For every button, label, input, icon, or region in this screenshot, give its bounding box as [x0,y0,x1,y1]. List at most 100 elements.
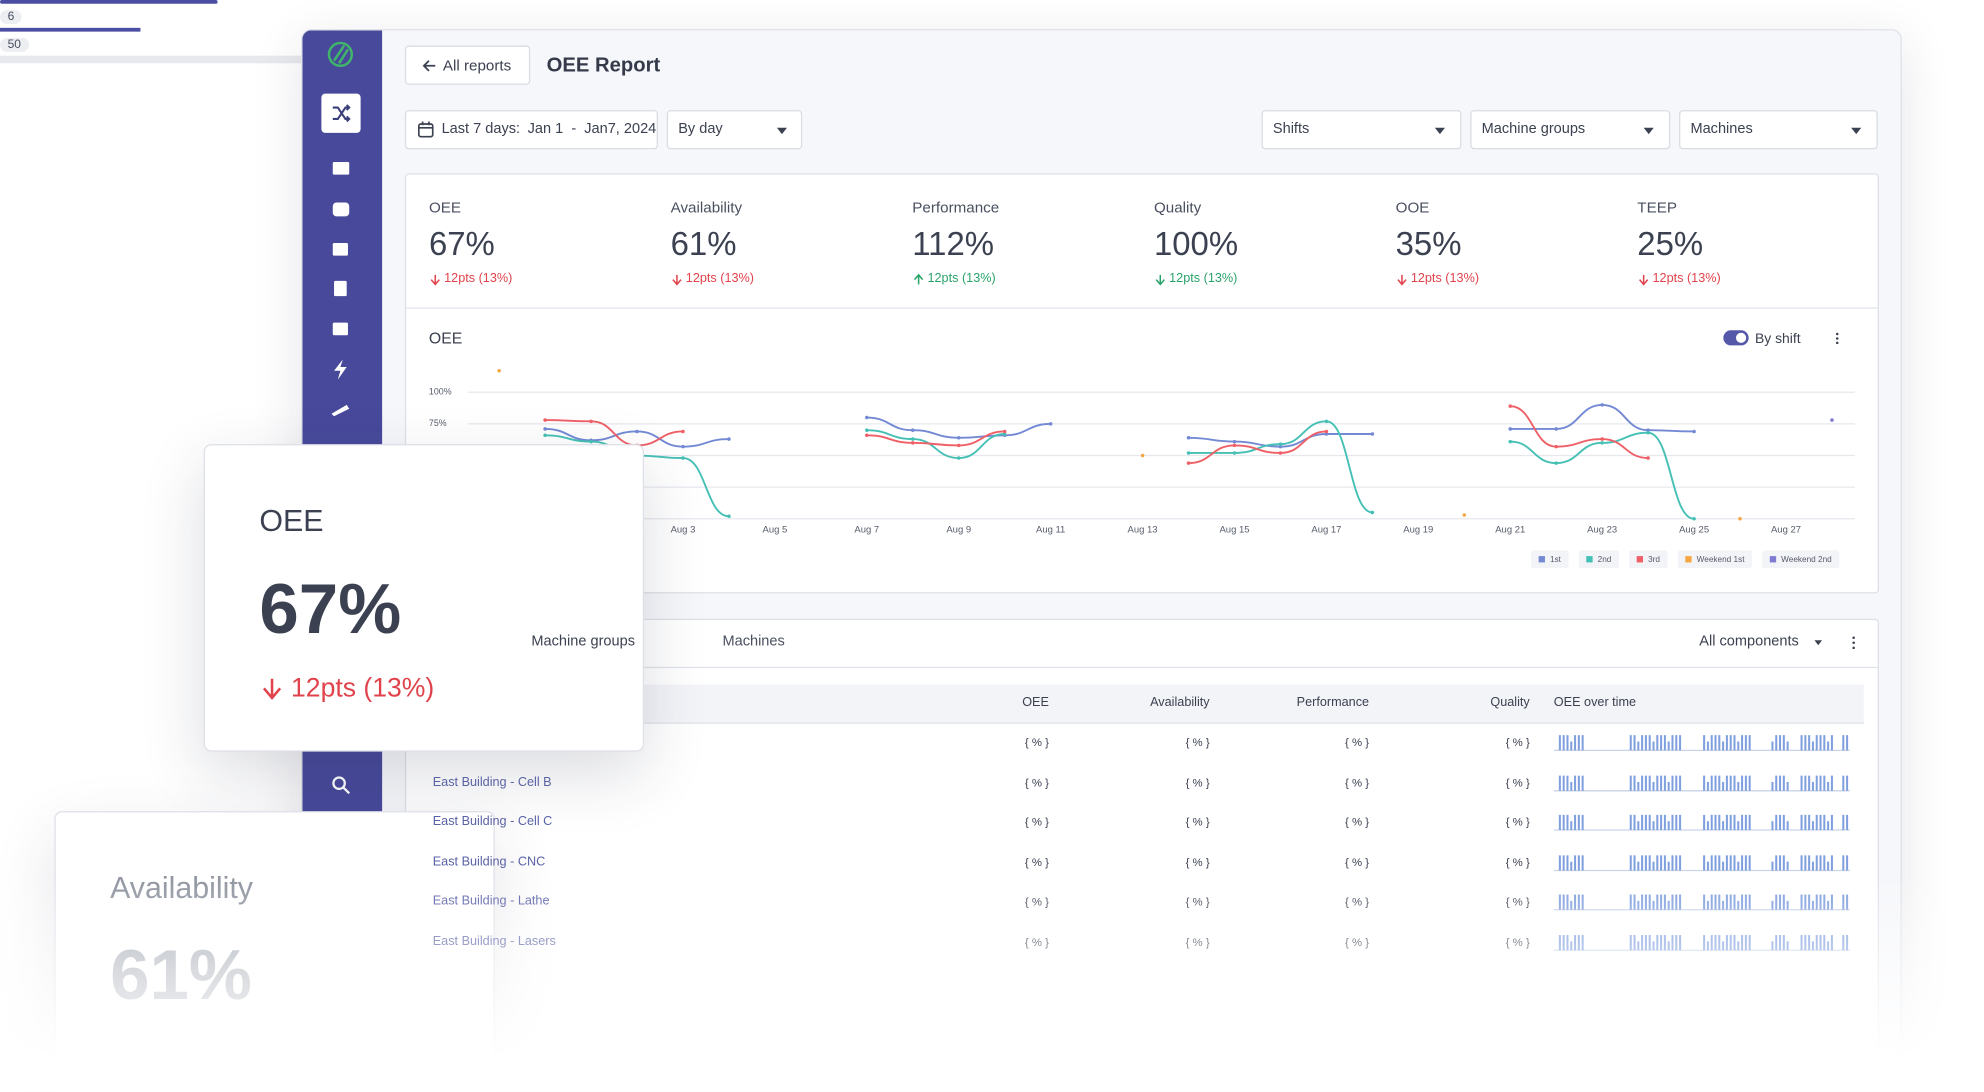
legend-swatch [1636,556,1644,563]
sparkline-bar [1671,935,1674,951]
sparkline-bar [1771,901,1774,911]
sparkline-bar [1629,815,1632,831]
sparkline-bar [1577,935,1580,951]
toggle-label: By shift [1755,330,1801,346]
kpi-selected-bar [0,0,218,4]
sparkline-bar [1566,815,1569,831]
logo [327,41,354,68]
sparkline-bar [1648,895,1651,911]
sparkline-bar [1706,901,1709,911]
sparkline-bar [1811,901,1814,911]
nav-icon[interactable] [332,359,350,380]
nav-icon[interactable] [330,401,350,417]
data-point [956,443,961,448]
caret [776,127,788,135]
sparkline-bar [1779,935,1782,951]
sparkline-bar [1846,935,1849,951]
nav-icon[interactable] [332,242,348,256]
toggle[interactable] [1723,330,1749,346]
nav-icon[interactable] [332,202,350,217]
data-point [1554,461,1558,465]
search-icon[interactable] [332,776,351,795]
row-name: East Building - Cell C [432,815,553,830]
sparkline [1553,815,1850,831]
data-point [1324,429,1329,434]
sparkline-bar [1558,855,1561,871]
sparkline-bar [1827,821,1830,831]
sparkline-bar [1779,735,1782,751]
nav-icon[interactable] [334,280,347,297]
sparkline-bar [1703,935,1706,951]
sparkline-bar [1703,895,1706,911]
shifts-select[interactable]: Shifts [1261,110,1462,150]
sparkline-bar [1842,935,1845,951]
granularity-select[interactable]: By day [666,110,803,150]
sparkline-bar [1725,735,1728,751]
sparkline-bar [1804,735,1807,751]
more-menu[interactable] [1850,635,1858,650]
sparkline-bar [1679,935,1682,951]
nav-icon[interactable] [332,161,350,175]
machines-select[interactable]: Machines [1679,110,1878,150]
kpi-value: 112% [912,224,994,263]
cell: { % } [1024,935,1049,949]
sparkline-bar [1637,741,1640,751]
data-point [1508,427,1513,431]
date-picker[interactable]: Last 7 days: Jan 1 - Jan7, 2024 [404,110,658,150]
sparkline-bar [1741,815,1744,831]
sparkline-bar [1729,895,1732,911]
sparkline-bar [1729,815,1732,831]
kpi-label: OOE [1395,198,1430,217]
sparkline-bar [1641,855,1644,871]
sparkline-bar [1663,855,1666,871]
tab-label[interactable]: Machine groups [531,634,635,650]
series-line [1188,420,1373,514]
back-button[interactable]: All reports [404,45,531,85]
data-point [1554,444,1558,449]
data-point [956,456,961,460]
sparkline-bar [1846,815,1849,831]
sparkline-bar [1637,861,1640,871]
sparkline-bar [1667,901,1670,911]
sparkline-bar [1741,735,1744,751]
sparkline-bar [1562,935,1565,951]
sparkline-bar [1652,741,1655,751]
sparkline-bar [1710,895,1713,911]
sparkline [1553,775,1850,791]
nav-icon[interactable] [332,322,348,336]
sparkline-bar [1644,815,1647,831]
sparkline-bar [1782,775,1785,791]
sparkline-bar [1641,775,1644,791]
sparkline-bar [1729,735,1732,751]
sparkline-bar [1830,935,1833,951]
data-point [1186,436,1191,440]
sparkline-bar [1779,895,1782,911]
data-point [1600,437,1604,441]
cell: { % } [1345,815,1370,829]
sparkline-bar [1811,821,1814,831]
sparkline-bar [1652,821,1655,831]
x-tick-label: Aug 25 [1679,525,1709,536]
series-line [866,430,1005,447]
components-filter[interactable]: All components [1699,634,1799,650]
sparkline-bar [1842,735,1845,751]
sparkline-bar [1656,735,1659,751]
sparkline-bar [1629,775,1632,791]
sparkline-bar [1710,735,1713,751]
sparkline-bar [1842,815,1845,831]
legend-swatch [1538,556,1545,563]
machine-groups-select[interactable]: Machine groups [1470,110,1671,150]
sparkline-bar [1641,895,1644,911]
nav-active[interactable] [321,93,361,133]
caret [1643,127,1654,135]
sparkline-bar [1562,775,1565,791]
sparkline-bar [1842,855,1845,871]
more-menu[interactable] [1835,332,1839,345]
tab-label[interactable]: Machines [722,634,785,650]
column-header: OEE [1022,695,1049,710]
sparkline-bar [1733,935,1736,951]
sparkline-bar [1562,735,1565,751]
sparkline-bar [1830,775,1833,791]
x-tick-label: Aug 21 [1495,525,1525,536]
